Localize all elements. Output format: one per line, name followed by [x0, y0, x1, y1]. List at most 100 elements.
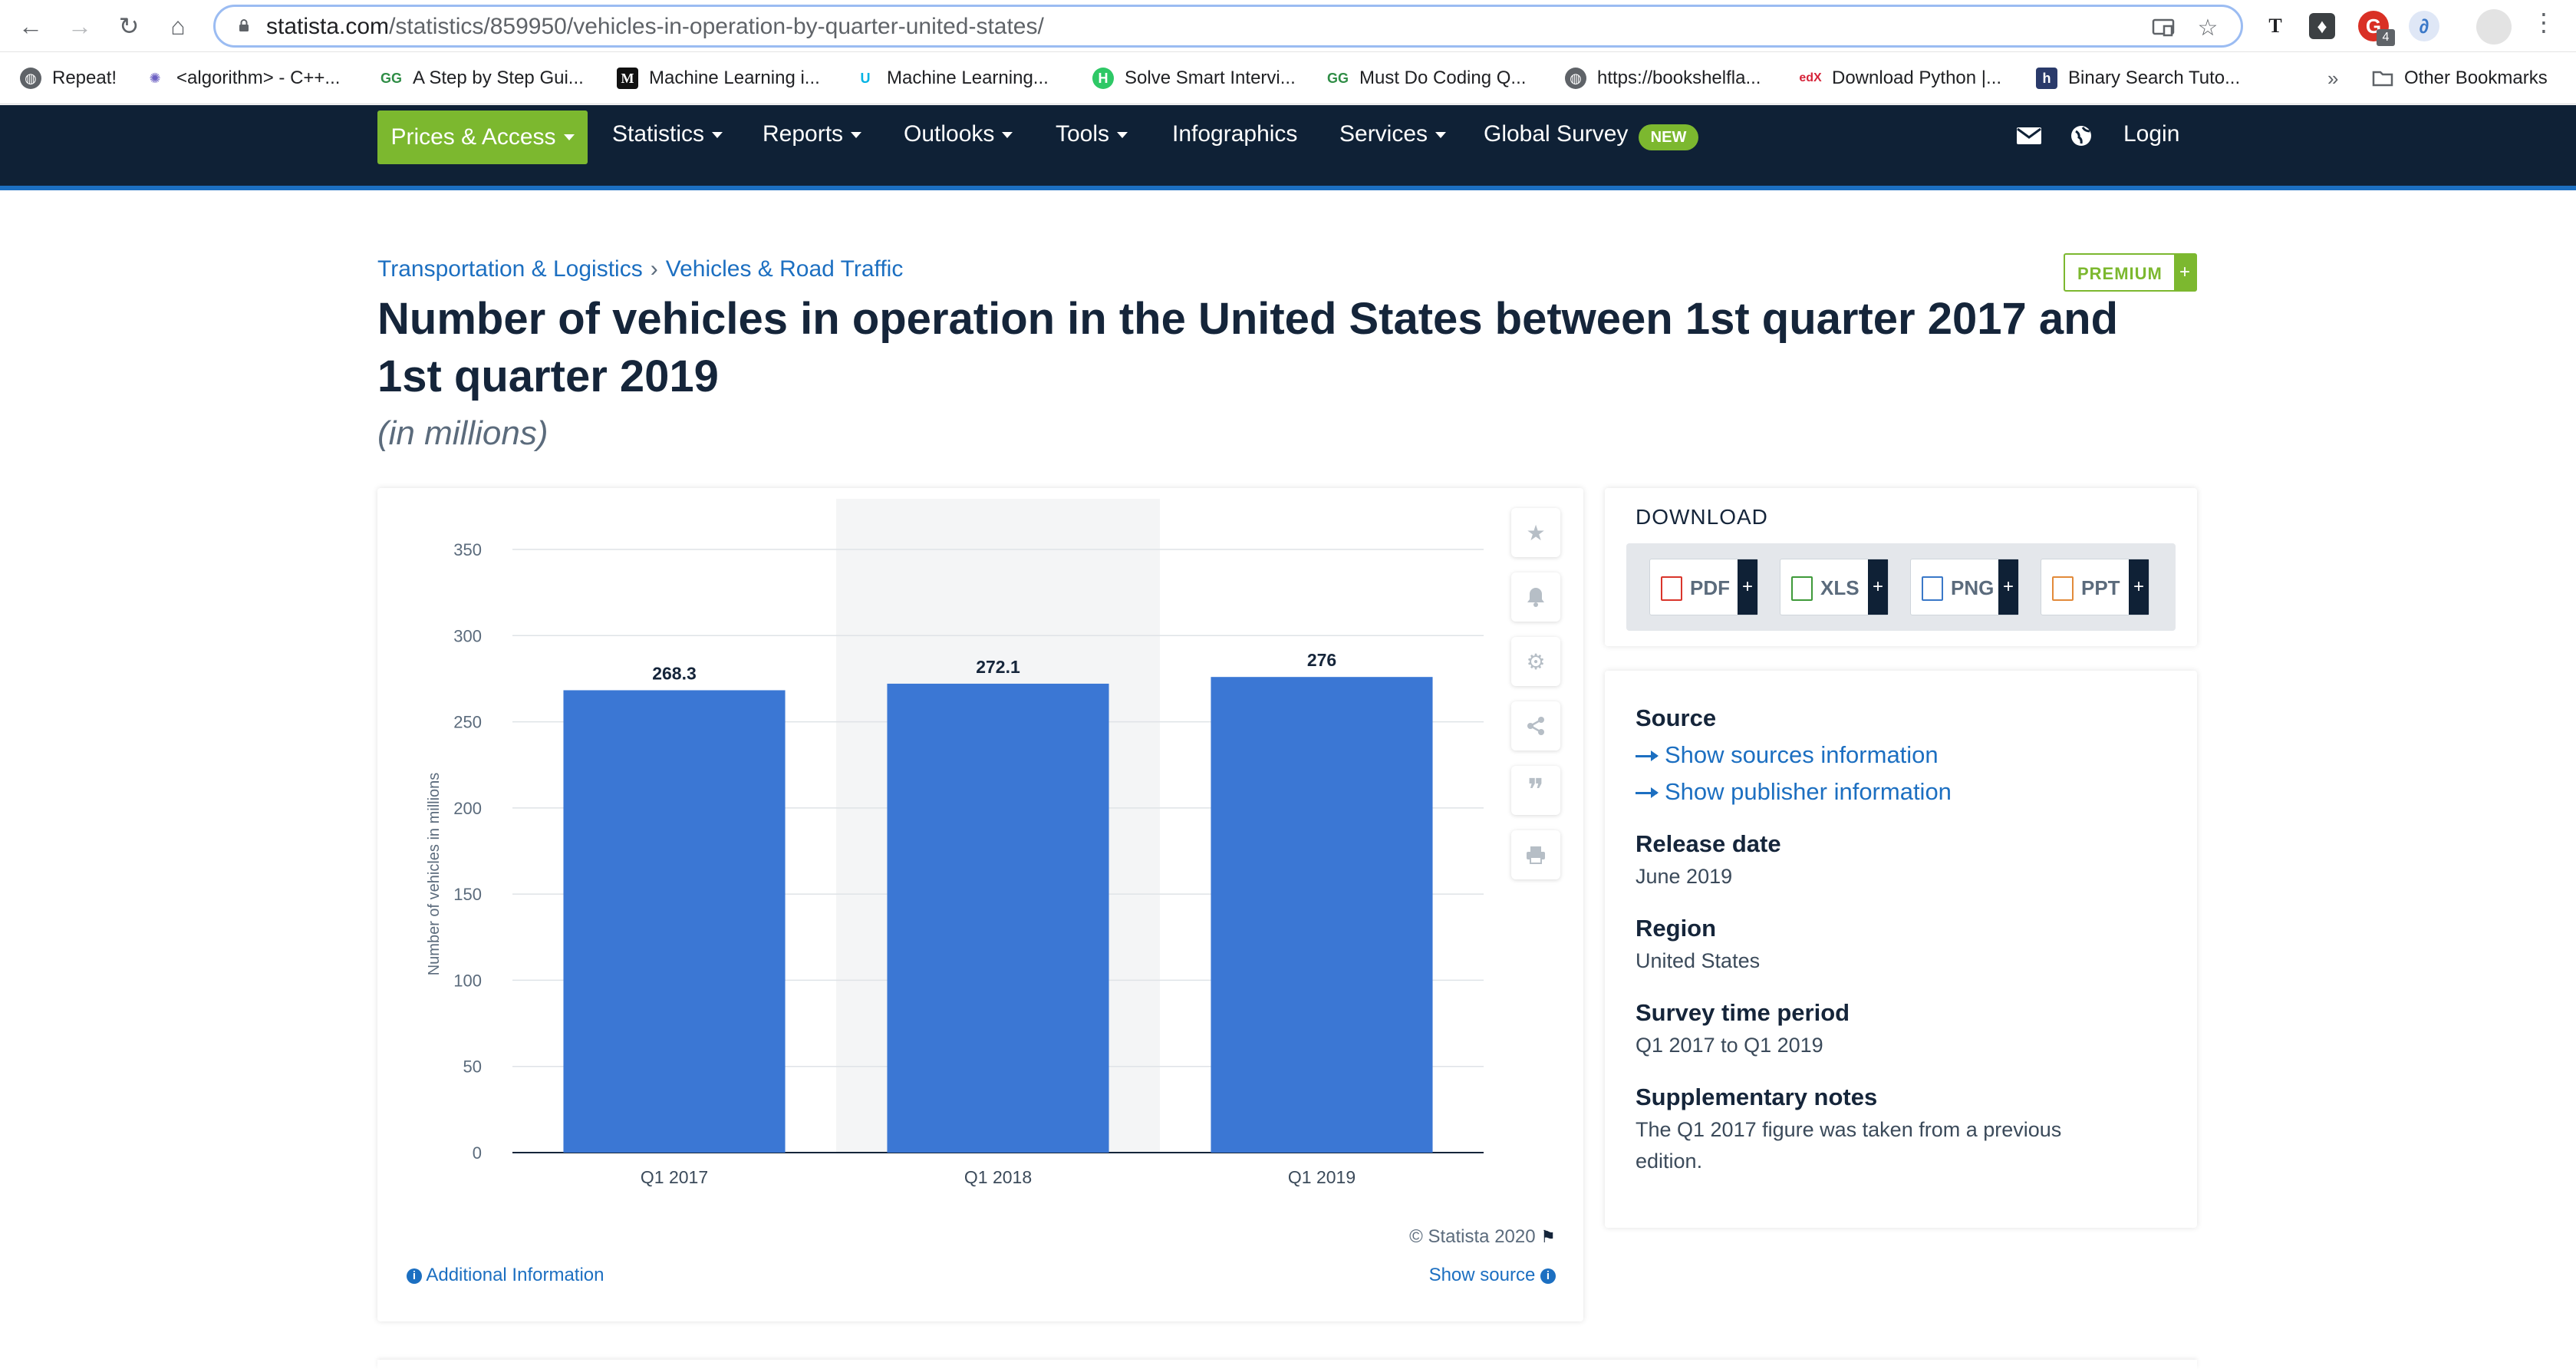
other-bookmarks-label: Other Bookmarks	[2404, 68, 2548, 88]
bookmark-item[interactable]: ✺ <algorithm> - C++...	[144, 63, 340, 94]
xls-file-icon	[1791, 576, 1813, 601]
copyright-text: © Statista 2020	[1409, 1226, 1536, 1247]
premium-label: PREMIUM	[2077, 264, 2163, 283]
chart-copyright: © Statista 2020 ⚑	[1409, 1226, 1556, 1248]
y-tick-label: 100	[453, 971, 482, 990]
bookmark-star-icon[interactable]: ☆	[2197, 15, 2219, 41]
supplementary-notes-heading: Supplementary notes	[1636, 1084, 1878, 1110]
y-tick-label: 50	[463, 1057, 482, 1077]
arrow-right-icon	[1636, 787, 1659, 799]
print-icon[interactable]	[1511, 830, 1560, 879]
show-source-label: Show source	[1428, 1265, 1536, 1285]
bookmark-label: Machine Learning...	[887, 68, 1049, 88]
show-publisher-link[interactable]: Show publisher information	[1636, 778, 1952, 806]
home-icon[interactable]: ⌂	[170, 12, 186, 40]
show-sources-link[interactable]: Show sources information	[1636, 741, 1939, 769]
globe-icon[interactable]	[2070, 124, 2093, 151]
gear-icon[interactable]: ⚙	[1511, 637, 1560, 686]
address-bar[interactable]: statista.com/statistics/859950/vehicles-…	[213, 5, 2243, 48]
nav-label: Outlooks	[904, 121, 995, 147]
profile-avatar[interactable]	[2476, 9, 2512, 45]
nav-global-survey[interactable]: Global Survey	[1484, 121, 1628, 147]
ppt-file-icon	[2052, 576, 2074, 601]
cast-icon[interactable]	[2150, 15, 2176, 41]
password-extension-icon[interactable]: ∂	[2409, 11, 2439, 41]
bookmark-item[interactable]: h Binary Search Tuto...	[2036, 63, 2240, 94]
other-bookmarks[interactable]: Other Bookmarks	[2372, 63, 2548, 94]
info-icon: i	[407, 1268, 422, 1284]
nav-label: Reports	[763, 121, 844, 147]
bookmark-item[interactable]: ◍ Repeat!	[20, 63, 117, 94]
globe-icon: ◍	[20, 68, 41, 89]
forward-icon[interactable]: →	[68, 12, 92, 40]
show-source-link[interactable]: Show source i	[1429, 1265, 1556, 1286]
folder-icon	[2372, 68, 2393, 89]
download-card: DOWNLOAD PDF + XLS + PNG + PPT +	[1605, 488, 2197, 646]
bookmark-item[interactable]: GG A Step by Step Gui...	[380, 63, 584, 94]
chevron-down-icon	[851, 132, 862, 139]
download-ppt-button[interactable]: PPT +	[2041, 559, 2149, 615]
y-tick-label: 0	[473, 1143, 482, 1163]
bookmark-label: <algorithm> - C++...	[176, 68, 341, 88]
pdf-file-icon	[1661, 576, 1682, 601]
back-icon[interactable]: ←	[18, 12, 43, 40]
bookmark-item[interactable]: H Solve Smart Intervi...	[1092, 63, 1296, 94]
gfg-icon: GG	[380, 70, 403, 86]
page-subtitle: (in millions)	[377, 414, 548, 452]
url-path: /statistics/859950/vehicles-in-operation…	[389, 14, 1044, 39]
breadcrumb-link[interactable]: Vehicles & Road Traffic	[665, 256, 904, 282]
bell-icon[interactable]	[1511, 572, 1560, 622]
y-tick-label: 300	[453, 626, 482, 645]
breadcrumb-link[interactable]: Transportation & Logistics	[377, 256, 643, 282]
nav-statistics[interactable]: Statistics	[612, 121, 723, 147]
more-bookmarks-button[interactable]: »	[2327, 66, 2339, 90]
x-tick-label: Q1 2019	[1288, 1167, 1356, 1187]
bookmark-item[interactable]: ◍ https://bookshelfla...	[1565, 63, 1761, 94]
bookmark-item[interactable]: M Machine Learning i...	[617, 63, 820, 94]
bookmark-label: Machine Learning i...	[649, 68, 820, 88]
arrow-right-icon	[1636, 750, 1659, 762]
nav-reports[interactable]: Reports	[763, 121, 862, 147]
udacity-icon: U	[860, 70, 871, 86]
info-icon: i	[1540, 1268, 1556, 1284]
nav-infographics[interactable]: Infographics	[1172, 121, 1297, 147]
prices-access-button[interactable]: Prices & Access	[377, 111, 588, 164]
survey-period-value: Q1 2017 to Q1 2019	[1636, 1034, 1823, 1057]
bookmark-item[interactable]: U Machine Learning...	[855, 63, 1049, 94]
typewriter-extension-icon[interactable]: T	[2268, 15, 2282, 37]
bar-value-label: 268.3	[652, 663, 697, 683]
login-link[interactable]: Login	[2123, 121, 2180, 147]
bookmark-item[interactable]: edX Download Python |...	[1799, 63, 2001, 94]
y-tick-label: 350	[453, 540, 482, 559]
nav-tools[interactable]: Tools	[1056, 121, 1128, 147]
bar-value-label: 276	[1307, 650, 1336, 670]
nav-outlooks[interactable]: Outlooks	[904, 121, 1013, 147]
y-tick-label: 200	[453, 799, 482, 818]
edx-icon: edX	[1799, 71, 1822, 84]
reload-icon[interactable]: ↻	[118, 12, 140, 40]
bar-value-label: 272.1	[976, 657, 1020, 677]
new-badge: NEW	[1639, 124, 1698, 150]
y-axis-title: Number of vehicles in millions	[426, 773, 443, 976]
nav-services[interactable]: Services	[1339, 121, 1447, 147]
download-pdf-button[interactable]: PDF +	[1649, 559, 1758, 615]
download-png-button[interactable]: PNG +	[1910, 559, 2019, 615]
region-heading: Region	[1636, 915, 1717, 942]
plus-icon: +	[2174, 255, 2196, 290]
share-icon[interactable]	[1511, 701, 1560, 750]
bar	[887, 683, 1109, 1153]
quote-icon[interactable]: ❞	[1511, 766, 1560, 815]
cpp-icon: ✺	[149, 70, 161, 86]
plus-icon: +	[1998, 559, 2018, 615]
premium-badge[interactable]: PREMIUM +	[2064, 253, 2197, 292]
plus-icon: +	[1868, 559, 1888, 615]
release-date-heading: Release date	[1636, 830, 1781, 857]
region-value: United States	[1636, 949, 1761, 972]
download-xls-button[interactable]: XLS +	[1780, 559, 1889, 615]
mail-icon[interactable]	[2016, 126, 2042, 150]
menu-kebab-icon[interactable]: ⋮	[2532, 8, 2556, 36]
shield-extension-icon[interactable]: ♦	[2309, 13, 2335, 39]
bookmark-item[interactable]: GG Must Do Coding Q...	[1327, 63, 1526, 94]
star-icon[interactable]: ★	[1511, 508, 1560, 557]
additional-information-link[interactable]: i Additional Information	[407, 1265, 604, 1286]
